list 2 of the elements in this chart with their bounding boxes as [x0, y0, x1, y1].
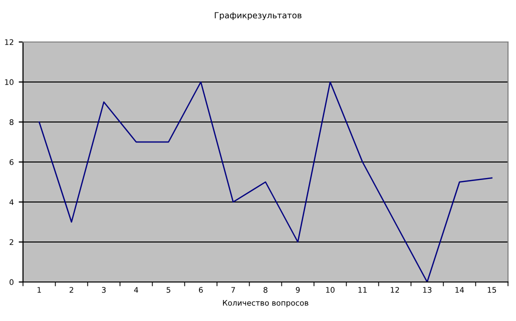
- line-series: [38, 81, 492, 282]
- chart-title: Графикрезультатов: [214, 12, 302, 20]
